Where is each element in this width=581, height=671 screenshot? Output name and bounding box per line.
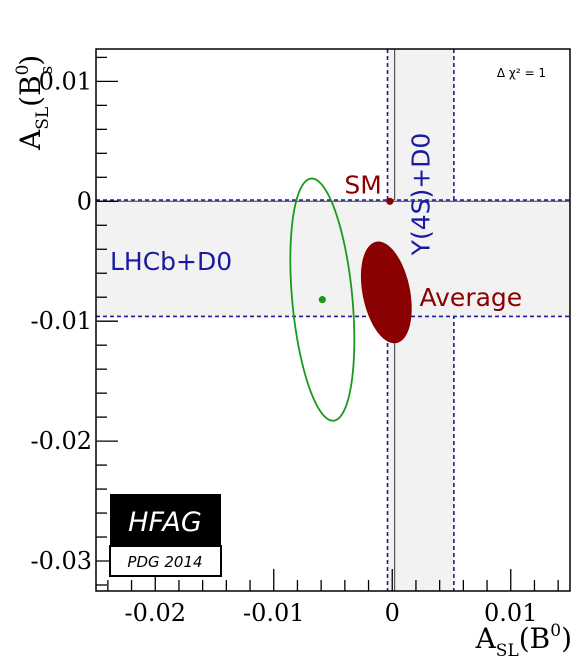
ticks-layer: -0.02 -0.01 0 0.01 -0.03 -0.02 -0.01 0 0.01	[30, 56, 559, 627]
band-fill-lhcb-d0	[96, 200, 570, 317]
band-label-y4s: Y(4S)+D0	[407, 133, 436, 257]
band-label-lhcb: LHCb+D0	[110, 247, 232, 276]
hfag-logo-box	[110, 494, 221, 546]
y-axis-title: ASL(B0 s)	[13, 55, 57, 151]
bands-layer	[96, 49, 570, 591]
ellipse-label-average: Average	[420, 283, 523, 312]
hfag-logo: HFAG PDG 2014	[109, 494, 222, 577]
y-tick-label: 0.01	[39, 67, 92, 95]
x-tick-label: -0.01	[243, 599, 305, 627]
y-tick-label: 0	[77, 187, 92, 215]
point-point-1	[318, 296, 326, 304]
y-tick-label: -0.03	[30, 547, 92, 575]
y-tick-label: -0.02	[30, 427, 92, 455]
ellipse-contour-0	[289, 177, 356, 422]
hfag-logo-title: HFAG	[128, 507, 202, 538]
x-tick-label: -0.02	[124, 599, 186, 627]
delta-chi2-label: Δ χ² = 1	[497, 66, 546, 80]
y-tick-label: -0.01	[30, 307, 92, 335]
y-axis-title-group: ASL(B0 s)	[13, 55, 57, 151]
plot-frame	[95, 48, 571, 592]
x-tick-label: 0	[385, 599, 400, 627]
shapes-layer	[289, 177, 412, 422]
frame-layer	[95, 48, 571, 592]
ellipse-average	[360, 241, 412, 344]
point-label-sm: SM	[344, 170, 381, 199]
x-tick-label: 0.01	[484, 599, 537, 627]
hfag-logo-sub-box	[109, 545, 222, 577]
hfag-logo-subtitle: PDG 2014	[127, 553, 202, 571]
x-axis-title: ASL(B0)	[475, 621, 572, 661]
point-sm	[386, 197, 394, 205]
